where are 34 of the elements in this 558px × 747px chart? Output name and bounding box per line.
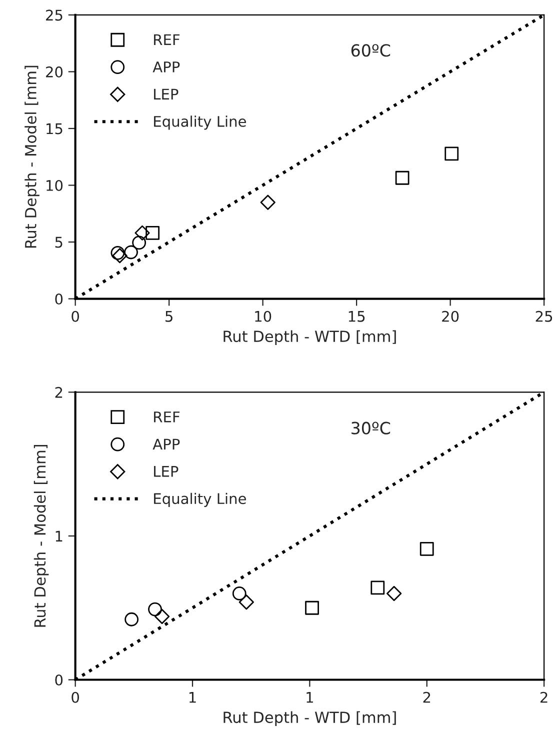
legend-label: REF: [154, 34, 180, 45]
y-tick-label: 2: [55, 386, 62, 398]
x-tick-label: 2: [423, 692, 430, 703]
x-tick-label: 0: [72, 692, 79, 703]
legend-label: Equality Line: [154, 116, 246, 130]
y-tick-label: 25: [46, 10, 62, 21]
y-tick-label: 20: [46, 66, 63, 78]
y-tick-label: 1: [56, 530, 62, 542]
annotation: 30ºC: [352, 422, 390, 434]
legend-label: APP: [152, 62, 180, 72]
x-tick-label: 2: [540, 692, 548, 703]
y-axis-title: Rut Depth - Model [mm]: [24, 66, 40, 248]
x-tick-label: 25: [536, 310, 552, 322]
legend-label: LEP: [154, 466, 178, 477]
x-tick-label: 15: [348, 311, 365, 322]
x-tick-label: 1: [189, 692, 196, 703]
annotation: 60ºC: [351, 44, 390, 57]
x-axis-title: Rut Depth - WTD [mm]: [224, 330, 396, 346]
y-tick-label: 0: [55, 294, 63, 305]
x-tick-label: 10: [255, 310, 272, 322]
y-tick-label: 15: [46, 123, 62, 134]
y-tick-label: 0: [55, 674, 63, 686]
x-tick-label: 0: [72, 310, 79, 322]
x-axis-title: Rut Depth - WTD [mm]: [224, 711, 396, 726]
legend-label: REF: [154, 412, 180, 422]
x-tick-label: 1: [306, 692, 313, 703]
legend-label: LEP: [154, 88, 178, 100]
y-tick-label: 5: [55, 236, 62, 248]
legend-label: Equality Line: [154, 492, 246, 507]
y-tick-label: 10: [46, 180, 63, 192]
x-tick-label: 20: [442, 310, 459, 322]
y-axis-title: Rut Depth - Model [mm]: [34, 444, 49, 627]
legend-label: APP: [152, 438, 180, 450]
x-tick-label: 5: [166, 311, 172, 322]
